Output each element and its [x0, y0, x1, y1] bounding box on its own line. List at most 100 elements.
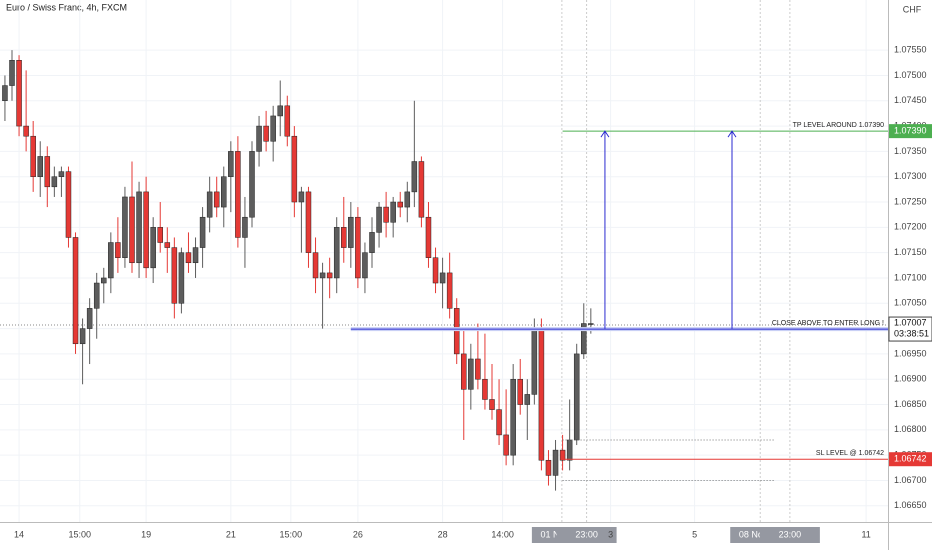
candle-body — [192, 247, 199, 264]
x-tick-label: 15:00 — [68, 529, 91, 539]
countdown: 03:38:51 — [894, 328, 929, 338]
candle-body — [468, 358, 474, 390]
candle-body — [348, 216, 354, 248]
candle-body — [319, 272, 326, 279]
candle-body — [503, 434, 509, 456]
price-value: 1.07007 — [894, 317, 927, 327]
candle-body — [376, 206, 382, 233]
candle-body — [171, 247, 178, 304]
candle-body — [538, 328, 545, 461]
candle-body — [475, 358, 481, 380]
arrow-head — [600, 130, 610, 138]
candle-body — [425, 216, 432, 258]
x-label-box — [759, 527, 820, 543]
candle-body — [263, 125, 269, 142]
candle-body — [545, 459, 552, 476]
y-tick-label: 1.07150 — [894, 247, 927, 257]
candle-body — [23, 125, 29, 137]
currency: CHF — [903, 4, 922, 14]
x-tick-label: 14 — [14, 529, 24, 539]
y-tick-label: 1.07550 — [894, 44, 927, 54]
candle-body — [581, 323, 587, 355]
candle-body — [58, 171, 65, 177]
candle-body — [390, 201, 396, 223]
candle-body — [157, 227, 163, 243]
y-tick-label: 1.07100 — [894, 272, 927, 282]
y-tick-label: 1.07500 — [894, 70, 927, 80]
candle-body — [298, 191, 305, 203]
candle-body — [531, 328, 538, 395]
candle-body — [362, 252, 368, 279]
y-tick-label: 1.07350 — [894, 146, 927, 156]
candle-body — [489, 399, 495, 410]
y-tick-label: 1.07050 — [894, 298, 927, 308]
level-label: TP LEVEL AROUND 1.07390 — [793, 122, 885, 129]
y-tick-label: 1.06850 — [894, 399, 927, 409]
level-label: SL LEVEL @ 1.06742 — [816, 450, 884, 457]
candle-body — [588, 323, 594, 325]
candle-body — [284, 105, 291, 137]
candle-body — [65, 171, 72, 238]
x-label-box — [556, 527, 617, 543]
candle-body — [242, 216, 248, 238]
x-tick-label: 3 — [608, 529, 613, 539]
level-label: CLOSE ABOVE TO ENTER LONG ! — [772, 320, 884, 327]
candle-body — [566, 439, 573, 461]
y-tick-label: 1.06700 — [894, 475, 927, 485]
candle-body — [115, 242, 121, 258]
candle-body — [122, 196, 128, 258]
candle-body — [143, 191, 149, 269]
candle-body — [369, 232, 375, 253]
level-value: 1.06742 — [894, 454, 927, 464]
candle-body — [510, 378, 516, 456]
candle-body — [552, 449, 559, 476]
x-tick-label: 21 — [226, 529, 236, 539]
candle-body — [355, 216, 361, 279]
y-tick-label: 1.06950 — [894, 348, 927, 358]
chart-title: Euro / Swiss Franc, 4h, FXCM — [6, 2, 127, 12]
candle-body — [482, 378, 488, 400]
candle-body — [326, 272, 333, 279]
x-tick-label: 26 — [353, 529, 363, 539]
candle-body — [228, 151, 234, 177]
candle-body — [573, 353, 580, 441]
x-tick-label: 19 — [141, 529, 151, 539]
x-tick-label: 14:00 — [491, 529, 514, 539]
candle-body — [453, 308, 460, 355]
candle-body — [221, 176, 227, 208]
candle-body — [213, 191, 220, 208]
x-tick-label: 15:00 — [280, 529, 303, 539]
candle-body — [108, 242, 114, 279]
candle-body — [461, 353, 467, 390]
candle-body — [418, 161, 425, 218]
candle-body — [559, 449, 566, 461]
candle-body — [37, 156, 43, 177]
candle-body — [256, 125, 262, 152]
candle-body — [136, 191, 142, 264]
candle-body — [517, 378, 523, 405]
candle-body — [305, 191, 312, 253]
candle-body — [129, 196, 135, 264]
x-tick-label: 11 — [861, 529, 870, 539]
candle-body — [249, 151, 255, 218]
candle-body — [72, 237, 79, 345]
candle-body — [206, 191, 213, 218]
candle-body — [16, 60, 22, 127]
candle-body — [432, 257, 439, 284]
y-tick-label: 1.07300 — [894, 171, 927, 181]
y-tick-label: 1.07200 — [894, 222, 927, 232]
y-tick-label: 1.06900 — [894, 374, 927, 384]
candle-body — [524, 394, 531, 405]
y-tick-label: 1.07250 — [894, 196, 927, 206]
level-value: 1.07390 — [894, 126, 927, 136]
candle-body — [439, 272, 446, 284]
candle-body — [199, 216, 206, 248]
x-tick-label: 23:00 — [575, 529, 598, 539]
candle-body — [291, 135, 298, 203]
candle-body — [86, 308, 93, 329]
candle-body — [185, 252, 192, 264]
y-tick-label: 1.06800 — [894, 424, 927, 434]
candle-body — [178, 252, 185, 304]
